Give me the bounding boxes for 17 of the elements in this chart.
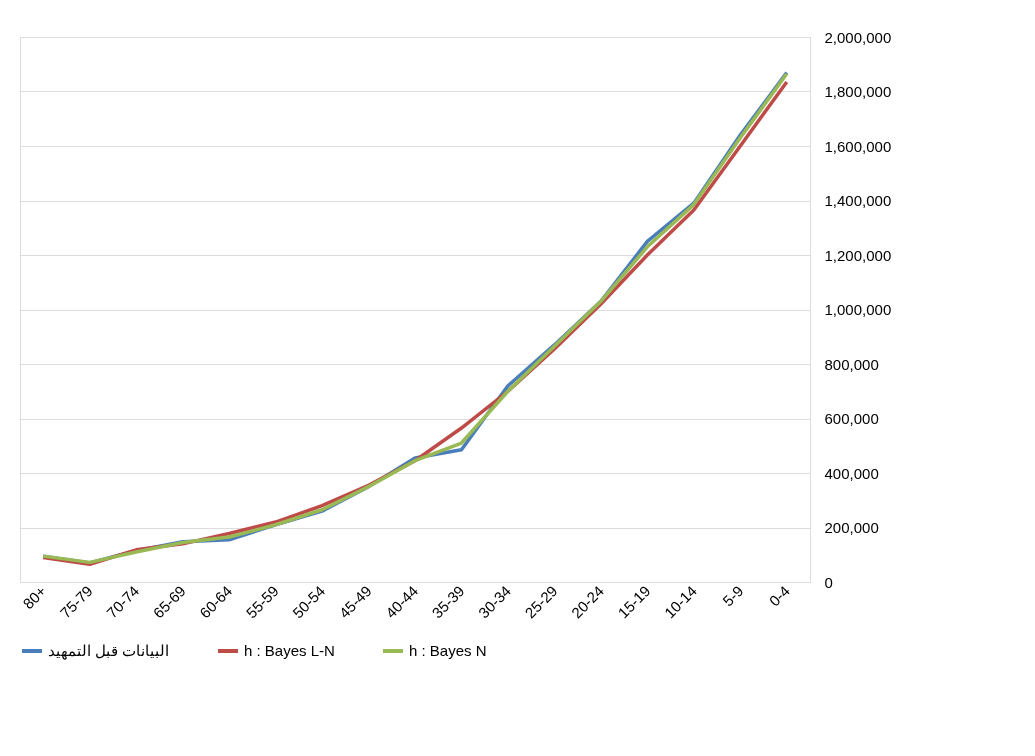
x-tick-label: 5-9 (719, 582, 747, 610)
y-tick-label: 1,600,000 (824, 137, 892, 155)
y-tick-label: 400,000 (824, 464, 879, 482)
y-tick-label: 1,200,000 (824, 246, 892, 264)
y-tick-label: 600,000 (824, 410, 879, 427)
legend-label: h : Bayes N (409, 642, 487, 659)
y-tick-label: 1,000,000 (824, 301, 892, 318)
y-tick-label: 800,000 (824, 355, 879, 373)
y-tick-label: 1,800,000 (824, 83, 892, 100)
legend-label: h : Bayes L-N (244, 642, 335, 659)
y-tick-label: 1,400,000 (824, 192, 892, 209)
x-tick-label: 0-4 (765, 582, 793, 610)
y-tick-label: 2,000,000 (824, 28, 892, 46)
y-tick-label: 0 (824, 573, 833, 591)
legend-label: البيانات قبل التمهيد (48, 642, 170, 660)
x-tick-label: 80+ (19, 581, 50, 613)
y-tick-label: 200,000 (824, 519, 879, 536)
